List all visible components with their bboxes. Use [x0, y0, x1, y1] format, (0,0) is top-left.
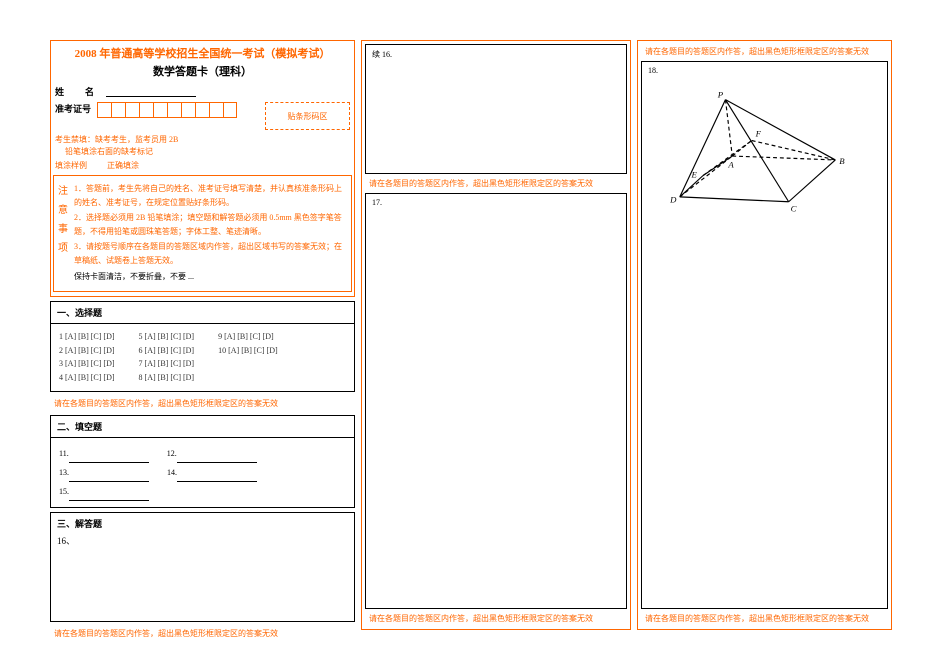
mc-item[interactable]: 3 [A] [B] [C] [D]: [59, 357, 115, 371]
q17-label: 17.: [372, 198, 382, 207]
svg-text:P: P: [717, 90, 724, 100]
notice-box: 注意事项 1．答题前，考生先将自己的姓名、准考证号填写清楚，并认真核准条形码上的…: [53, 175, 352, 292]
q16-continued[interactable]: 续 16.: [365, 44, 627, 174]
notice-item: 1．答题前，考生先将自己的姓名、准考证号填写清楚，并认真核准条形码上的姓名、准考…: [74, 182, 345, 209]
legend-b: 正确填涂: [107, 160, 139, 171]
warn-1: 请在各题目的答题区内作答，超出黑色矩形框限定区的答案无效: [50, 396, 355, 411]
pencil-note-1: 考生禁填：缺考考生，监考员用 2B: [51, 134, 354, 146]
fill-item[interactable]: 11.: [59, 444, 149, 463]
barcode-area[interactable]: 贴条形码区: [265, 102, 350, 130]
notice-footer: 保持卡面清洁，不要折叠，不要 ...: [74, 270, 345, 284]
mc-item[interactable]: 6 [A] [B] [C] [D]: [139, 344, 195, 358]
q18-box[interactable]: 18. P A B C D E F: [641, 61, 888, 609]
warn-2: 请在各题目的答题区内作答，超出黑色矩形框限定区的答案无效: [50, 626, 355, 641]
id-cell[interactable]: [167, 102, 181, 118]
id-cell[interactable]: [181, 102, 195, 118]
fill-item[interactable]: 12.: [167, 444, 257, 463]
svg-text:C: C: [791, 203, 797, 213]
mc-item[interactable]: 7 [A] [B] [C] [D]: [139, 357, 195, 371]
notice-list: 1．答题前，考生先将自己的姓名、准考证号填写清楚，并认真核准条形码上的姓名、准考…: [70, 180, 349, 287]
svg-text:A: A: [727, 160, 734, 170]
answer-sheet: 2008 年普通高等学校招生全国统一考试（模拟考试） 数学答题卡（理科） 姓 名…: [50, 40, 895, 630]
col2-frame: 续 16. 请在各题目的答题区内作答，超出黑色矩形框限定区的答案无效 17. 请…: [361, 40, 631, 630]
q16c-label: 续 16.: [372, 49, 392, 60]
pencil-note-2: 铅笔填涂右面的缺考标记: [51, 146, 354, 158]
card-subtitle: 数学答题卡（理科）: [51, 61, 354, 85]
id-row: 准考证号 贴条形码区: [51, 102, 354, 130]
notice-side: 注意事项: [56, 180, 70, 287]
mc-body[interactable]: 1 [A] [B] [C] [D]2 [A] [B] [C] [D]3 [A] …: [51, 324, 354, 390]
q17-box[interactable]: 17.: [365, 193, 627, 609]
svg-text:E: E: [690, 169, 697, 179]
name-row: 姓 名: [51, 85, 354, 98]
mc-item[interactable]: 10 [A] [B] [C] [D]: [218, 344, 278, 358]
mc-section: 一、选择题 1 [A] [B] [C] [D]2 [A] [B] [C] [D]…: [50, 301, 355, 391]
header-block: 2008 年普通高等学校招生全国统一考试（模拟考试） 数学答题卡（理科） 姓 名…: [50, 40, 355, 297]
ans-title: 三、解答题: [51, 513, 354, 534]
fill-item[interactable]: 15.: [59, 482, 149, 501]
svg-text:D: D: [669, 195, 677, 205]
q16-label: 16、: [51, 534, 354, 547]
warn-4: 请在各题目的答题区内作答，超出黑色矩形框限定区的答案无效: [365, 611, 627, 626]
mc-item[interactable]: 8 [A] [B] [C] [D]: [139, 371, 195, 385]
id-label: 准考证号: [55, 102, 91, 115]
mc-item[interactable]: 9 [A] [B] [C] [D]: [218, 330, 278, 344]
col3-frame: 请在各题目的答题区内作答，超出黑色矩形框限定区的答案无效 18. P A B C D E F…: [637, 40, 892, 630]
warn-3: 请在各题目的答题区内作答，超出黑色矩形框限定区的答案无效: [365, 176, 627, 191]
fill-legend: 填涂样例 正确填涂: [51, 158, 354, 173]
column-3: 请在各题目的答题区内作答，超出黑色矩形框限定区的答案无效 18. P A B C D E F…: [637, 40, 892, 630]
id-cell[interactable]: [125, 102, 139, 118]
name-underline[interactable]: [106, 87, 196, 97]
fill-title: 二、填空题: [51, 416, 354, 438]
id-cell[interactable]: [153, 102, 167, 118]
geometry-diagram: PABCDEF: [672, 98, 847, 218]
fill-section: 二、填空题 11. 12. 13. 14. 15.: [50, 415, 355, 509]
id-cell[interactable]: [139, 102, 153, 118]
column-2: 续 16. 请在各题目的答题区内作答，超出黑色矩形框限定区的答案无效 17. 请…: [361, 40, 631, 630]
id-grid[interactable]: [97, 102, 237, 118]
notice-item: 2．选择题必须用 2B 铅笔填涂；填空题和解答题必须用 0.5mm 黑色签字笔答…: [74, 211, 345, 238]
fill-body[interactable]: 11. 12. 13. 14. 15.: [51, 438, 354, 508]
id-cell[interactable]: [111, 102, 125, 118]
legend-a: 填涂样例: [55, 160, 87, 171]
svg-text:F: F: [755, 129, 762, 139]
fill-item[interactable]: 14.: [167, 463, 257, 482]
column-1: 2008 年普通高等学校招生全国统一考试（模拟考试） 数学答题卡（理科） 姓 名…: [50, 40, 355, 630]
mc-item[interactable]: 1 [A] [B] [C] [D]: [59, 330, 115, 344]
q18-label: 18.: [648, 66, 658, 75]
id-cell[interactable]: [223, 102, 237, 118]
mc-item[interactable]: 2 [A] [B] [C] [D]: [59, 344, 115, 358]
fill-item[interactable]: 13.: [59, 463, 149, 482]
notice-item: 3．请按题号顺序在各题目的答题区域内作答，超出区域书写的答案无效；在草稿纸、试题…: [74, 240, 345, 267]
mc-item[interactable]: 5 [A] [B] [C] [D]: [139, 330, 195, 344]
mc-title: 一、选择题: [51, 302, 354, 324]
id-cell[interactable]: [209, 102, 223, 118]
svg-text:B: B: [839, 156, 845, 166]
name-label: 姓 名: [55, 85, 100, 98]
warn-5: 请在各题目的答题区内作答，超出黑色矩形框限定区的答案无效: [641, 44, 888, 59]
warn-6: 请在各题目的答题区内作答，超出黑色矩形框限定区的答案无效: [641, 611, 888, 626]
answer-section-16[interactable]: 三、解答题 16、: [50, 512, 355, 622]
id-cell[interactable]: [97, 102, 111, 118]
id-cell[interactable]: [195, 102, 209, 118]
mc-item[interactable]: 4 [A] [B] [C] [D]: [59, 371, 115, 385]
exam-title: 2008 年普通高等学校招生全国统一考试（模拟考试）: [51, 41, 354, 61]
